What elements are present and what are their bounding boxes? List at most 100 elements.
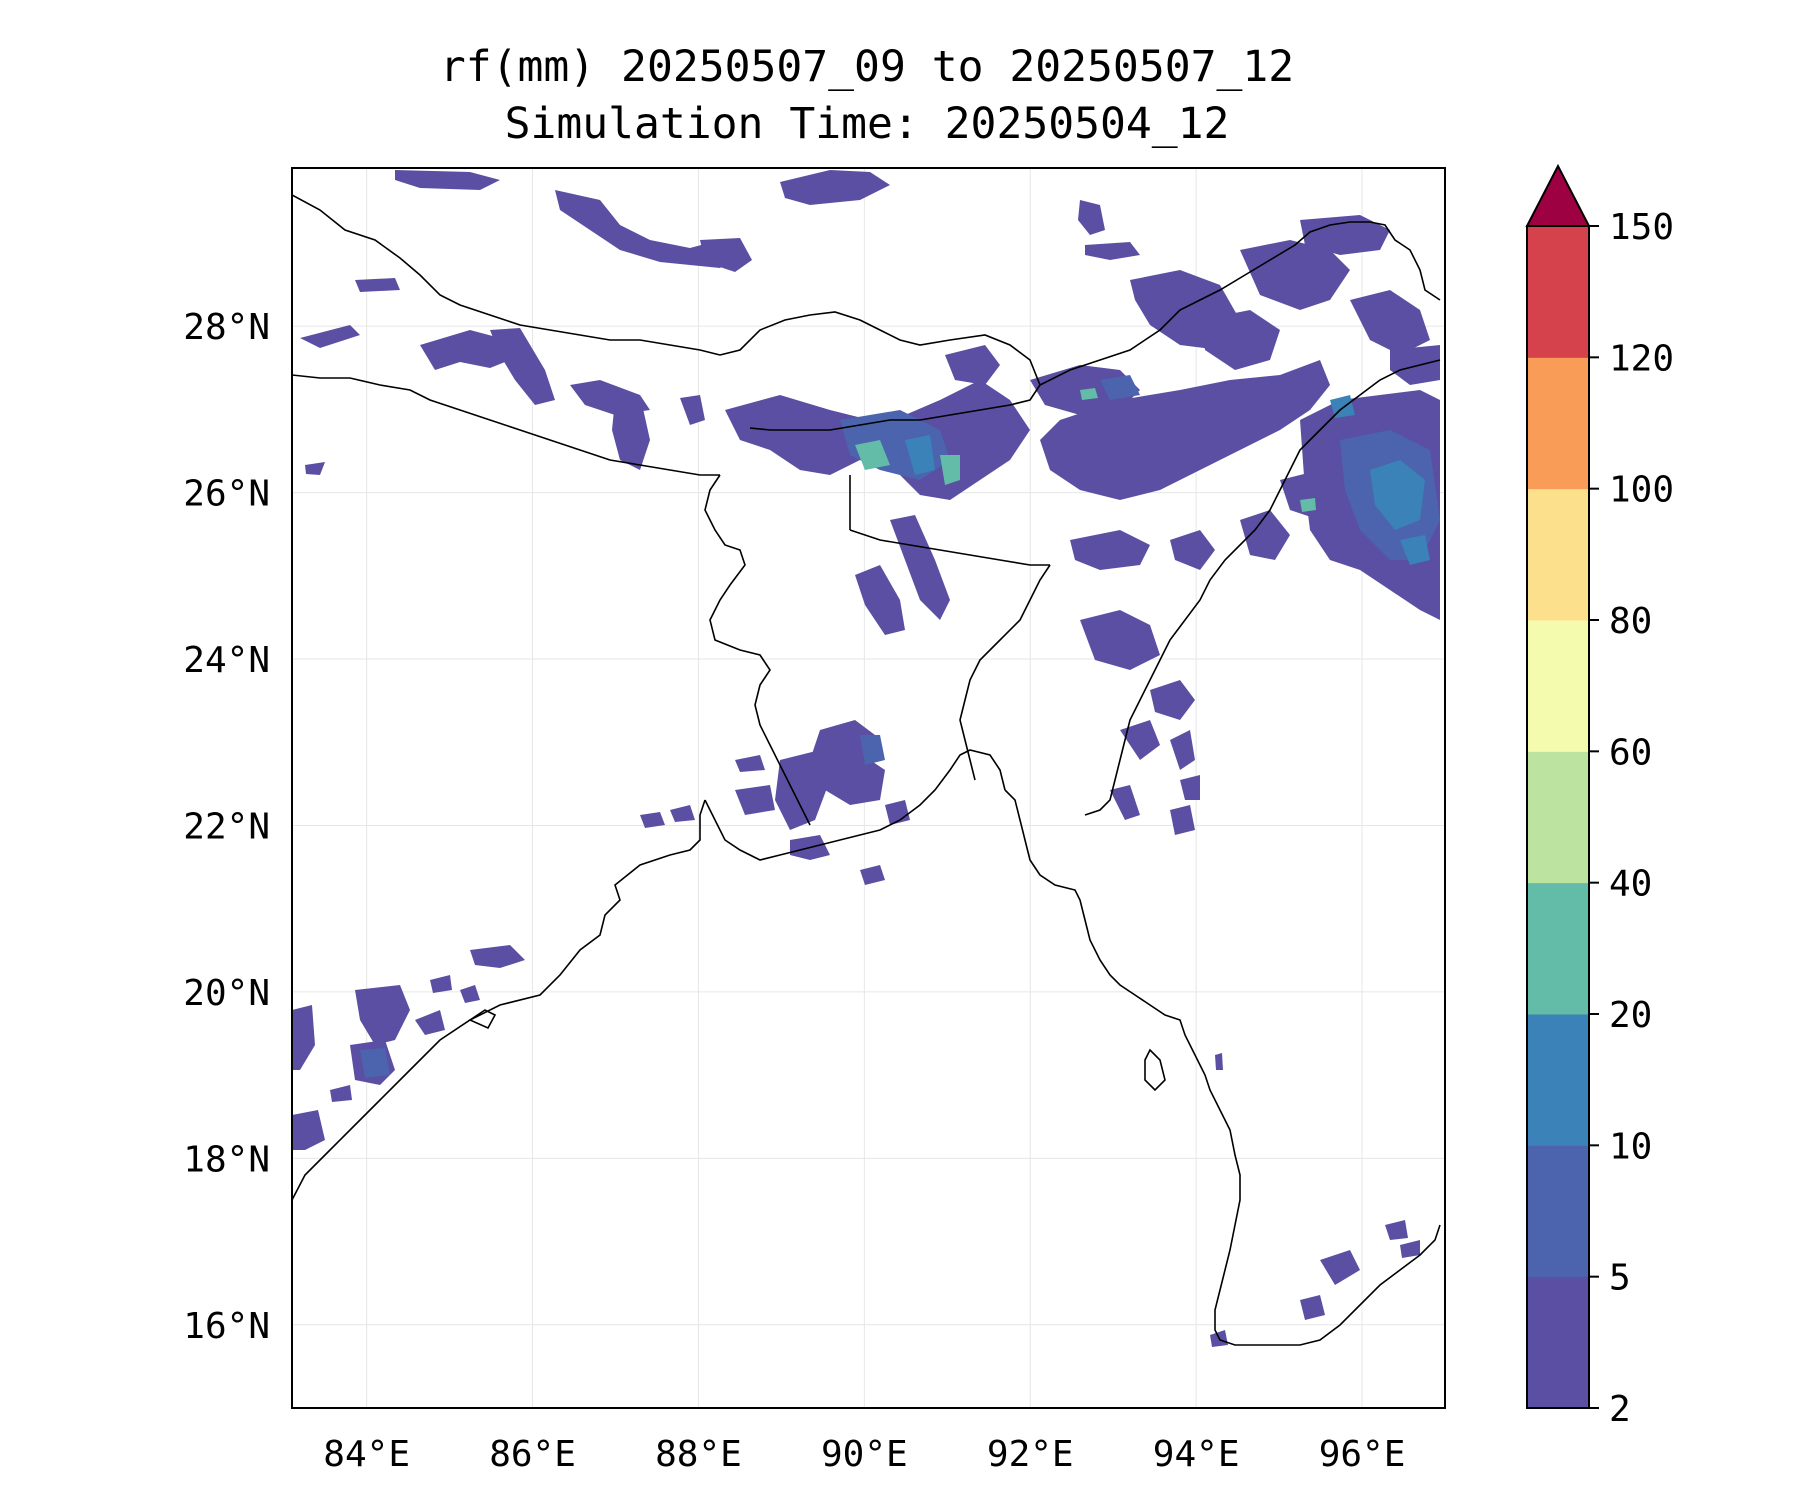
border-nepal-north bbox=[292, 194, 721, 356]
rain-patch bbox=[1150, 680, 1195, 720]
rain-patch bbox=[490, 328, 555, 405]
colorbar-tick-label: 120 bbox=[1609, 338, 1674, 379]
rain-patch bbox=[555, 190, 740, 268]
rain-patch bbox=[1170, 530, 1215, 570]
rain-patch bbox=[612, 395, 650, 470]
colorbar-frame bbox=[1526, 225, 1590, 1409]
colorbar-tick-label: 60 bbox=[1609, 732, 1652, 773]
figure-title-line1: rf(mm) 20250507_09 to 20250507_12 bbox=[440, 42, 1294, 92]
rain-patch bbox=[292, 1005, 315, 1070]
rain-patch-moderate bbox=[1330, 395, 1355, 418]
border-nepal-south bbox=[292, 374, 720, 476]
rain-patch bbox=[395, 170, 500, 190]
latitude-ticks: 16°N 18°N 20°N 22°N 24°N 26°N 28°N bbox=[183, 307, 270, 1347]
rain-patch bbox=[470, 945, 525, 968]
rain-patch bbox=[330, 1085, 352, 1102]
lat-tick-label: 18°N bbox=[183, 1139, 270, 1180]
coastline-myanmar bbox=[1004, 789, 1441, 1346]
rain-patch bbox=[1078, 200, 1105, 235]
lat-tick-label: 24°N bbox=[183, 640, 270, 681]
rain-patch bbox=[1240, 510, 1290, 560]
rain-patch-moderate bbox=[1400, 535, 1430, 565]
rainfall-field-moderate bbox=[360, 375, 1440, 1078]
rain-patch bbox=[735, 785, 775, 815]
colorbar-segment bbox=[1527, 488, 1589, 621]
lon-tick-label: 92°E bbox=[987, 1434, 1074, 1475]
rain-patch bbox=[1385, 1220, 1408, 1240]
colorbar-segment bbox=[1527, 1276, 1589, 1409]
rain-patch bbox=[890, 515, 950, 620]
colorbar-tick-label: 20 bbox=[1609, 995, 1652, 1036]
rain-patch-heavy bbox=[1300, 498, 1316, 512]
rain-patch bbox=[1390, 345, 1440, 385]
rain-patch bbox=[1200, 310, 1280, 370]
rain-patch bbox=[860, 865, 885, 885]
rain-patch bbox=[735, 755, 765, 772]
colorbar-extend-arrow bbox=[1525, 163, 1591, 227]
border-ne-india bbox=[1039, 221, 1441, 386]
rain-patch bbox=[1300, 215, 1390, 255]
colorbar-segment bbox=[1527, 620, 1589, 752]
rain-patch-moderate bbox=[860, 735, 885, 765]
rain-patch bbox=[855, 565, 905, 635]
rain-patch bbox=[1400, 1240, 1420, 1258]
rain-patch bbox=[1300, 1295, 1325, 1320]
rain-patch bbox=[945, 345, 1000, 385]
colorbar-segment bbox=[1527, 882, 1589, 1015]
rain-patch-heavy bbox=[1080, 388, 1098, 400]
rain-patch bbox=[1215, 1053, 1223, 1070]
rain-patch bbox=[1080, 610, 1160, 670]
lat-tick-label: 26°N bbox=[183, 474, 270, 515]
border-sikkim-bhutan bbox=[719, 311, 1041, 431]
rain-patch bbox=[420, 330, 510, 370]
colorbar-segment bbox=[1527, 751, 1589, 884]
rain-patch bbox=[1170, 730, 1195, 770]
rain-patch bbox=[305, 462, 325, 475]
rain-patch bbox=[460, 985, 480, 1003]
rain-patch-heavy bbox=[940, 455, 960, 485]
coastlines-borders bbox=[292, 194, 1441, 1346]
rain-patch-moderate bbox=[1100, 375, 1140, 400]
border-bangladesh-north bbox=[849, 529, 1050, 566]
map-frame bbox=[291, 167, 1446, 1409]
rain-patch bbox=[640, 812, 665, 828]
rain-patch bbox=[1320, 1250, 1360, 1285]
coastline-island bbox=[468, 1009, 497, 1030]
rain-patch bbox=[1120, 720, 1160, 760]
lat-tick-label: 16°N bbox=[183, 1306, 270, 1347]
colorbar-tick-label: 150 bbox=[1609, 207, 1674, 248]
lat-tick-label: 28°N bbox=[183, 307, 270, 348]
colorbar-tick-label: 2 bbox=[1609, 1389, 1631, 1430]
colorbar: 2 5 10 20 40 60 80 100 120 150 bbox=[1525, 163, 1674, 1430]
colorbar-segment bbox=[1527, 357, 1589, 490]
rain-patch bbox=[1070, 530, 1150, 570]
lon-tick-label: 94°E bbox=[1153, 1434, 1240, 1475]
rain-patch bbox=[1240, 240, 1350, 310]
rain-patch bbox=[300, 325, 360, 348]
border-india-myanmar bbox=[1084, 359, 1441, 816]
colorbar-tick-label: 5 bbox=[1609, 1258, 1631, 1299]
border-bangladesh-east bbox=[959, 564, 1051, 781]
rain-patch bbox=[1350, 290, 1430, 355]
coastline-island bbox=[1144, 1048, 1166, 1092]
coastline-india-east bbox=[292, 799, 706, 1201]
figure-title-line2: Simulation Time: 20250504_12 bbox=[505, 99, 1230, 149]
rain-patch-moderate bbox=[1370, 460, 1425, 530]
colorbar-tick-label: 40 bbox=[1609, 864, 1652, 905]
lat-tick-label: 22°N bbox=[183, 806, 270, 847]
longitude-ticks: 84°E 86°E 88°E 90°E 92°E 94°E 96°E bbox=[323, 1434, 1405, 1475]
rain-patch bbox=[680, 395, 705, 425]
colorbar-tick-label: 80 bbox=[1609, 601, 1652, 642]
rain-patch bbox=[430, 975, 452, 993]
lat-tick-label: 20°N bbox=[183, 973, 270, 1014]
rain-patch-moderate bbox=[360, 1048, 390, 1078]
rain-patch bbox=[1085, 242, 1140, 260]
rain-patch bbox=[355, 278, 400, 292]
colorbar-segment bbox=[1527, 226, 1589, 358]
rain-patch bbox=[292, 1110, 325, 1150]
rain-patch bbox=[1170, 805, 1195, 835]
lon-tick-label: 90°E bbox=[821, 1434, 908, 1475]
rain-patch bbox=[775, 750, 830, 830]
map-gridlines bbox=[292, 168, 1445, 1408]
